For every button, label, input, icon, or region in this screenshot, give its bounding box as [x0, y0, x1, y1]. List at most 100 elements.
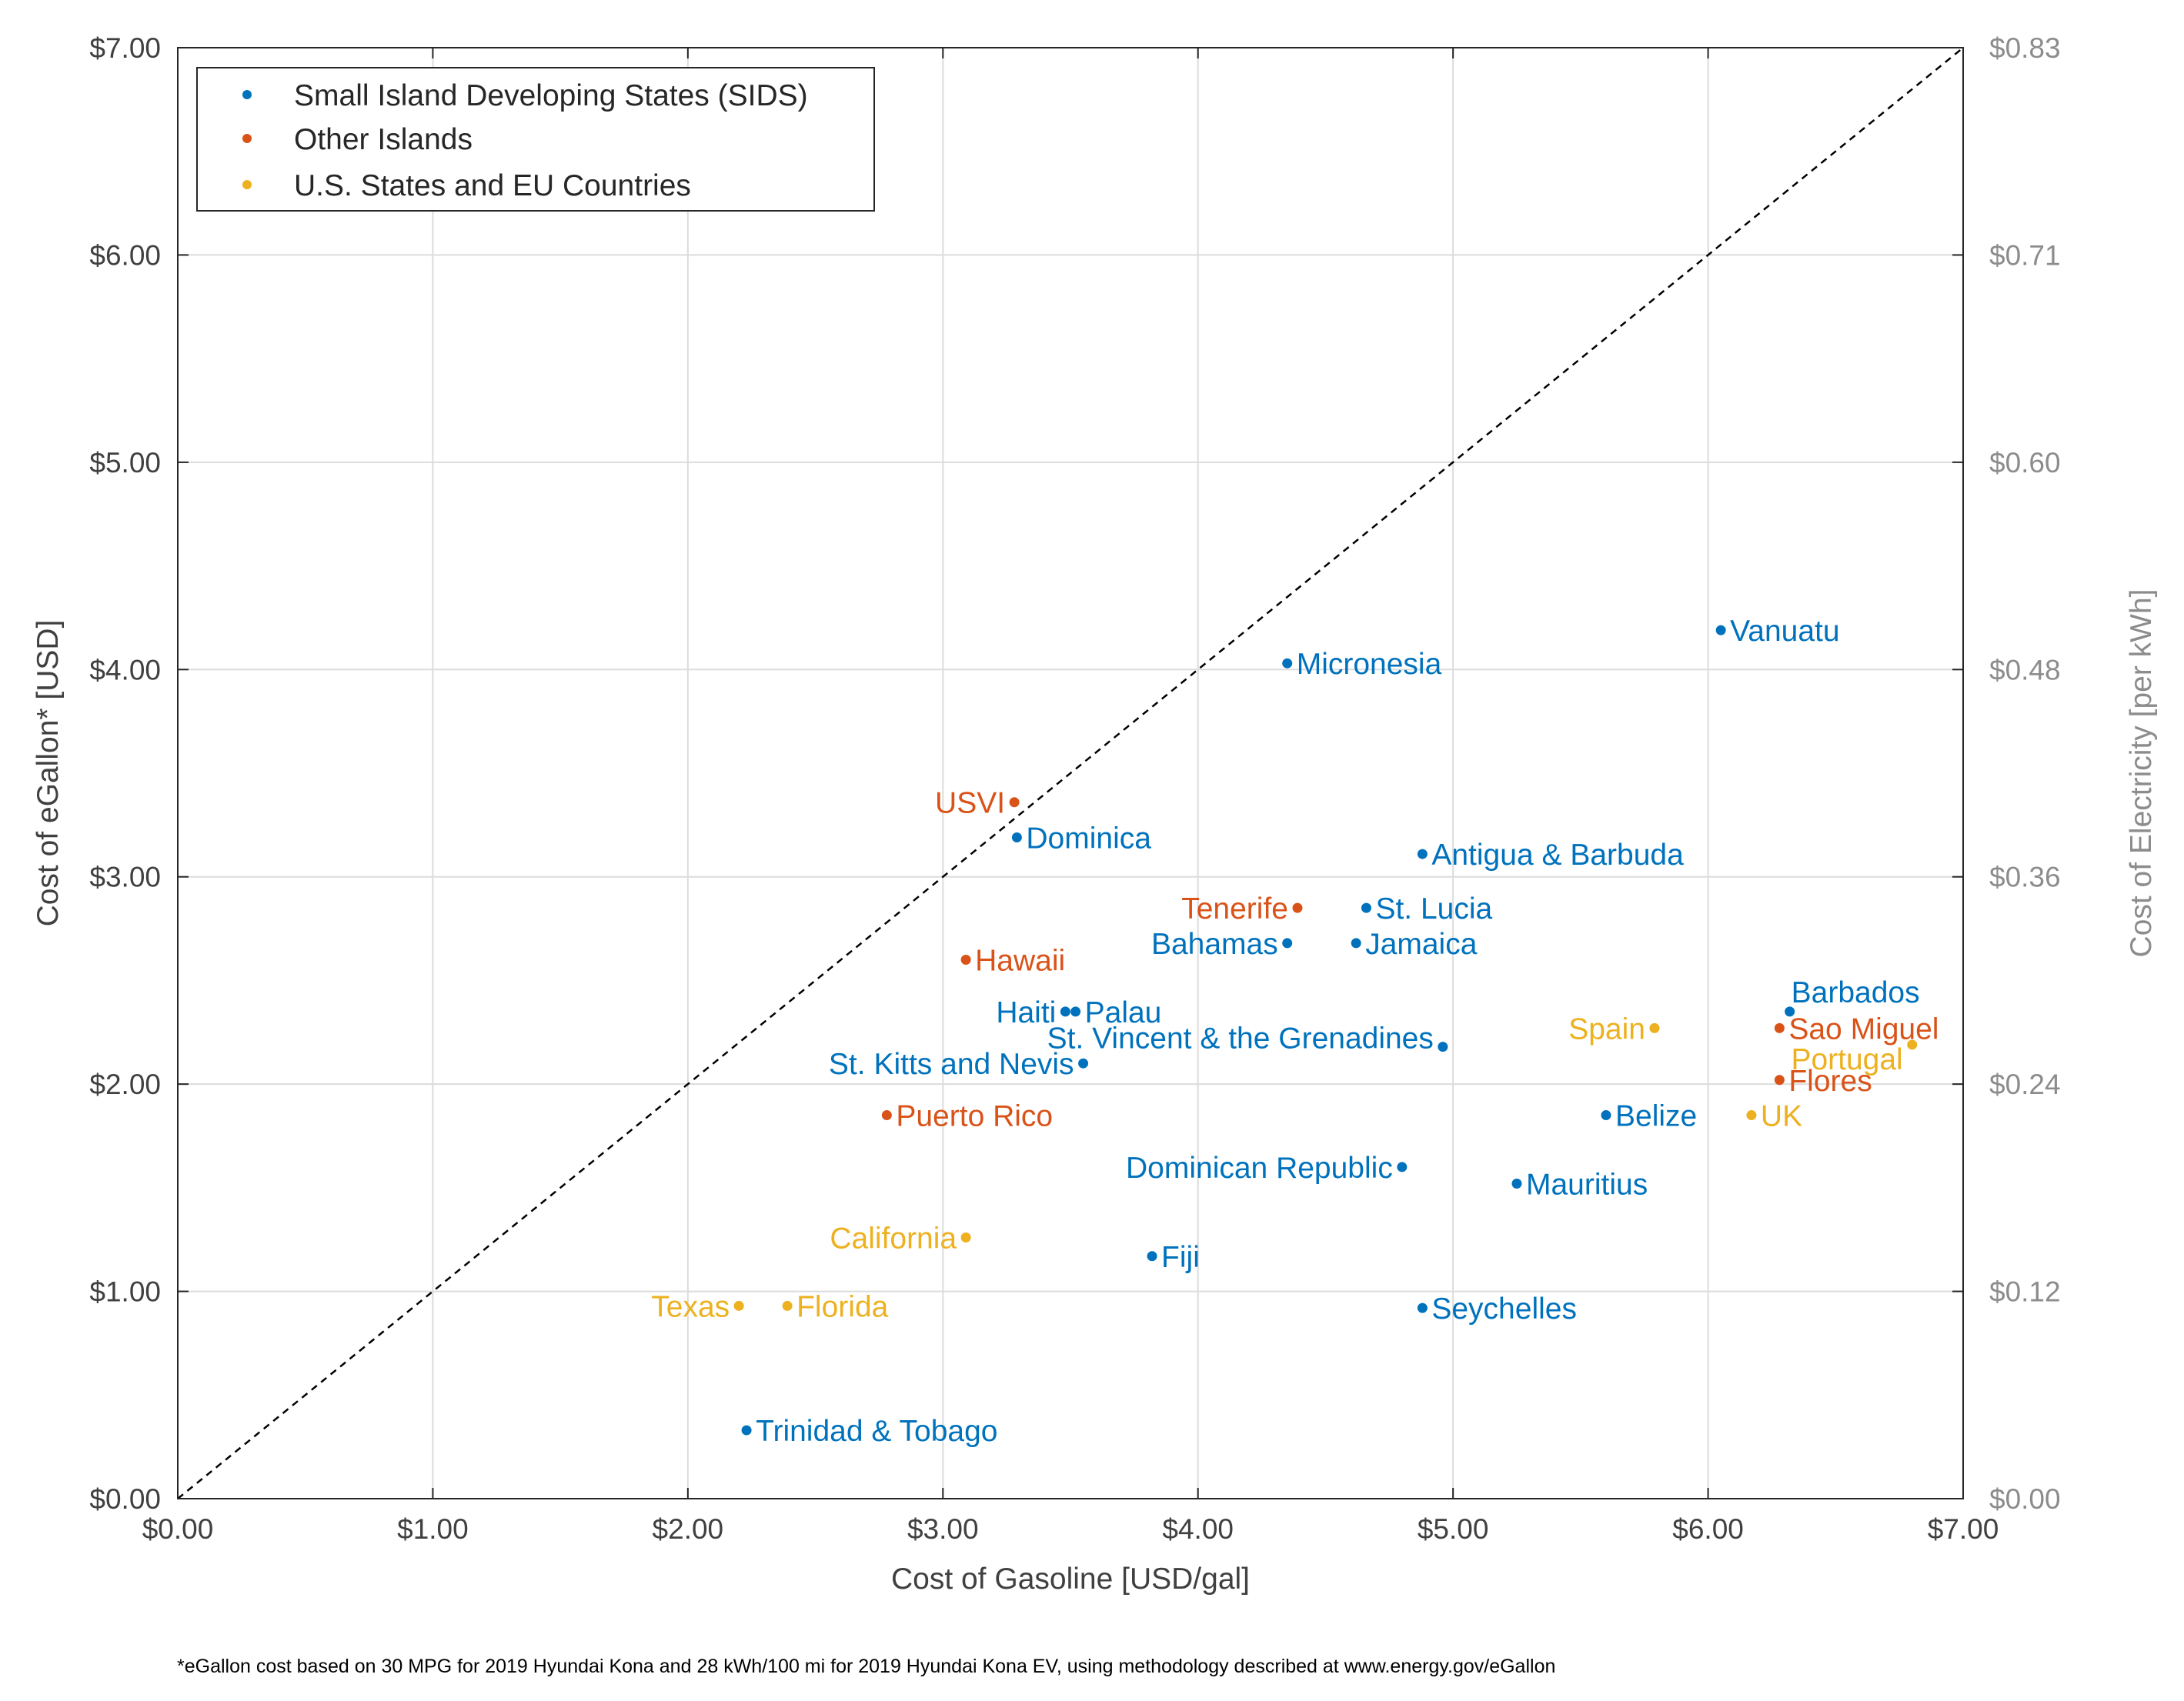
point-label: Trinidad & Tobago [756, 1415, 997, 1448]
point-label: Vanuatu [1730, 615, 1839, 648]
x-tick-label: $3.00 [907, 1513, 979, 1545]
y2-tick-label: $0.71 [1989, 239, 2061, 271]
y-tick-label: $6.00 [89, 239, 161, 271]
x-tick-label: $5.00 [1418, 1513, 1489, 1545]
point-label: Palau [1085, 996, 1162, 1029]
data-point [1907, 1039, 1918, 1050]
data-point [1397, 1162, 1408, 1172]
point-label: Tenerife [1181, 892, 1288, 926]
point-label: Seychelles [1431, 1292, 1577, 1326]
legend-marker-us-eu [242, 180, 252, 189]
data-point [1649, 1022, 1660, 1033]
data-point [1060, 1006, 1070, 1017]
y-tick-label: $3.00 [89, 862, 161, 893]
data-point [1009, 797, 1020, 808]
data-point [1774, 1075, 1785, 1086]
parity-line [177, 47, 1964, 1499]
legend-marker-other-islands [242, 134, 252, 143]
point-label: Portugal [1791, 1043, 1902, 1076]
point-label: St. Vincent & the Grenadines [1047, 1022, 1434, 1056]
data-point [1282, 658, 1293, 669]
point-label: Dominica [1026, 822, 1151, 856]
point-label: Spain [1568, 1012, 1645, 1046]
data-point [1601, 1110, 1611, 1121]
data-point [1292, 902, 1303, 913]
reference-line [177, 47, 1964, 1499]
point-label: Belize [1615, 1100, 1697, 1133]
legend-label-us-eu: U.S. States and EU Countries [294, 169, 691, 202]
y-axis-title: Cost of eGallon* [USD] [32, 620, 65, 927]
point-label: Flores [1788, 1065, 1872, 1098]
point-label: Haiti [996, 996, 1056, 1029]
data-point [1417, 849, 1428, 859]
data-point [1417, 1302, 1428, 1313]
data-point [1351, 938, 1361, 949]
point-label: Barbados [1792, 976, 1920, 1009]
legend-box [196, 67, 875, 212]
y-tick-label: $2.00 [89, 1069, 161, 1100]
y-tick-label: $0.00 [89, 1483, 161, 1515]
data-point [1011, 832, 1022, 843]
data-points [733, 625, 1918, 1436]
x-axis-title: Cost of Gasoline [USD/gal] [891, 1563, 1250, 1596]
x-tick-label: $0.00 [142, 1513, 214, 1545]
y2-tick-label: $0.24 [1989, 1069, 2061, 1100]
data-point [1715, 625, 1726, 635]
x-tick-label: $6.00 [1672, 1513, 1744, 1545]
y-tick-label: $4.00 [89, 654, 161, 685]
legend-label-other-islands: Other Islands [294, 123, 473, 156]
point-label: Antigua & Barbuda [1431, 839, 1684, 872]
point-label: Mauritius [1526, 1168, 1648, 1201]
data-point [1746, 1110, 1757, 1121]
legend: Small Island Developing States (SIDS) Ot… [196, 67, 875, 212]
y-tick-label: $5.00 [89, 447, 161, 479]
plot-area-frame [177, 47, 1964, 1499]
y2-tick-label: $0.00 [1989, 1483, 2061, 1515]
data-point [1511, 1178, 1522, 1189]
point-label: Dominican Republic [1126, 1152, 1393, 1185]
data-point [1785, 1006, 1795, 1017]
data-point [1070, 1006, 1081, 1017]
data-point [1078, 1058, 1089, 1069]
axis-ticks: $0.00 $1.00 $2.00 $3.00 $4.00 $5.00 $6.00 $7.00… [89, 32, 2060, 1545]
point-label: USVI [935, 787, 1005, 820]
legend-marker-sids [242, 90, 252, 99]
data-point [782, 1300, 793, 1311]
data-point [960, 1232, 971, 1243]
y2-axis-title: Cost of Electricity [per kWh] [2125, 589, 2158, 958]
x-tick-label: $4.00 [1162, 1513, 1234, 1545]
y2-tick-label: $0.12 [1989, 1276, 2061, 1308]
y2-tick-label: $0.60 [1989, 447, 2061, 479]
x-tick-label: $2.00 [653, 1513, 724, 1545]
data-point [1282, 938, 1293, 949]
x-tick-label: $1.00 [397, 1513, 469, 1545]
data-point [1147, 1251, 1157, 1262]
x-tick-label: $7.00 [1928, 1513, 1999, 1545]
point-label: Fiji [1161, 1241, 1200, 1274]
y-tick-label: $7.00 [89, 32, 161, 64]
y-tick-label: $1.00 [89, 1276, 161, 1308]
grid-lines [178, 48, 1963, 1499]
y2-tick-label: $0.48 [1989, 654, 2061, 685]
point-label: Bahamas [1151, 928, 1278, 961]
data-point [1361, 902, 1371, 913]
point-label: St. Lucia [1375, 892, 1492, 926]
point-label: St. Kitts and Nevis [829, 1048, 1074, 1081]
legend-label-sids: Small Island Developing States (SIDS) [294, 79, 808, 112]
data-point [733, 1300, 744, 1311]
point-label: Sao Miguel [1788, 1012, 1939, 1046]
point-label: UK [1761, 1100, 1802, 1133]
point-label: Jamaica [1365, 928, 1478, 961]
point-label: Puerto Rico [896, 1100, 1053, 1133]
point-label: Florida [796, 1290, 889, 1323]
point-labels: Vanuatu Micronesia Dominica Antigua & Barbu… [651, 615, 1939, 1448]
point-label: Micronesia [1297, 648, 1442, 681]
data-point [1438, 1042, 1448, 1052]
point-label: Texas [651, 1290, 730, 1323]
point-label: California [830, 1222, 957, 1256]
data-point [960, 954, 971, 965]
y2-tick-label: $0.36 [1989, 862, 2061, 893]
point-label: Hawaii [975, 944, 1065, 977]
